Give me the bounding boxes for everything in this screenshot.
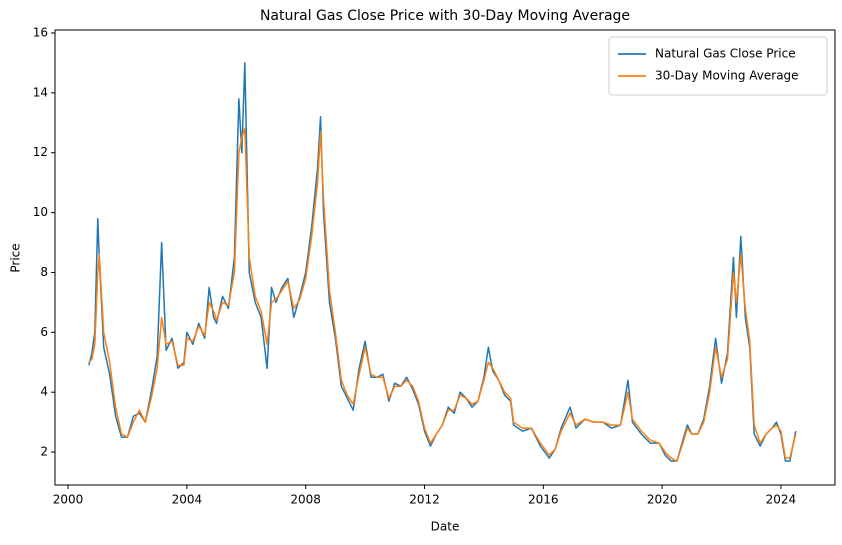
x-tick-label: 2000 <box>53 493 84 507</box>
x-tick-label: 2008 <box>290 493 321 507</box>
y-tick-label: 2 <box>40 445 48 459</box>
y-tick-label: 10 <box>33 205 48 219</box>
x-tick-label: 2012 <box>409 493 440 507</box>
y-tick-label: 6 <box>40 325 48 339</box>
y-tick-label: 12 <box>33 145 48 159</box>
x-tick-label: 2004 <box>172 493 203 507</box>
series-line <box>88 62 797 462</box>
x-tick-label: 2024 <box>766 493 797 507</box>
chart-title: Natural Gas Close Price with 30-Day Movi… <box>260 8 630 24</box>
legend-box <box>608 36 828 96</box>
y-tick-label: 4 <box>40 385 48 399</box>
series-line <box>88 128 797 462</box>
x-axis-label: Date <box>431 520 460 534</box>
plot-frame <box>54 29 836 486</box>
legend-label: 30-Day Moving Average <box>655 69 799 83</box>
y-tick-label: 8 <box>40 265 48 279</box>
y-axis-label: Price <box>9 243 23 272</box>
x-tick-label: 2020 <box>647 493 678 507</box>
legend-label: Natural Gas Close Price <box>655 47 796 61</box>
x-tick-label: 2016 <box>528 493 559 507</box>
y-tick-label: 16 <box>33 25 48 39</box>
y-tick-label: 14 <box>33 85 48 99</box>
